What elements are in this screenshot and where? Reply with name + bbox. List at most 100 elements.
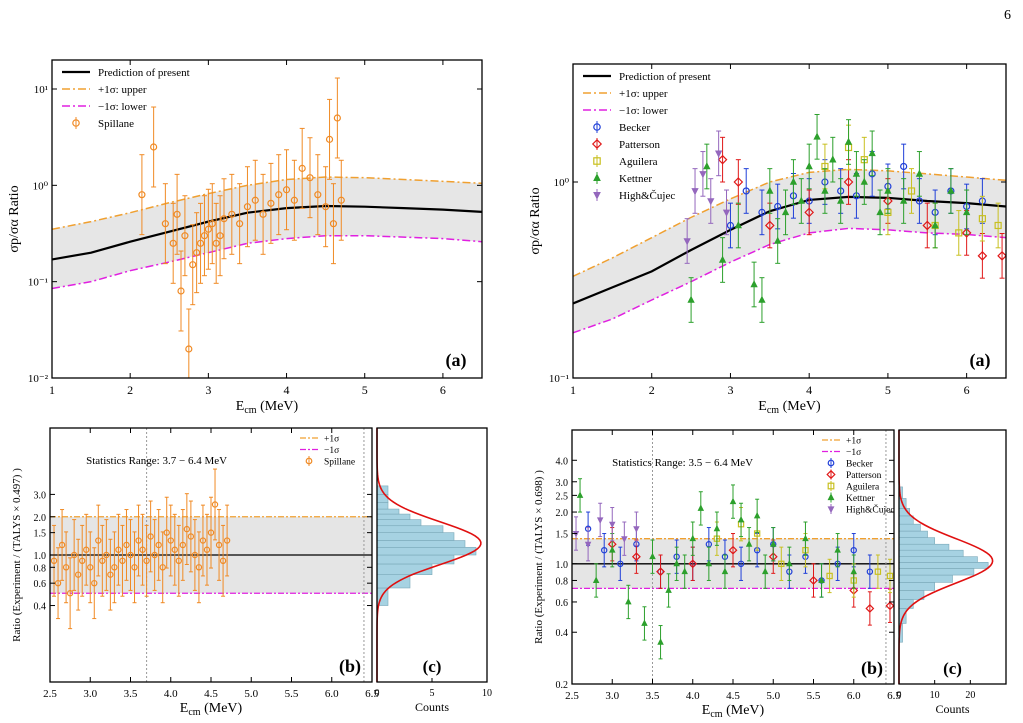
x-tick-label: 6.5 [365, 688, 379, 700]
panel-label: (c) [423, 657, 442, 676]
data-point [236, 220, 244, 228]
data-point [177, 287, 185, 295]
data-point [83, 546, 90, 553]
data-point [159, 564, 166, 571]
data-point [707, 198, 715, 206]
x-tick-label: 5.0 [244, 688, 258, 700]
data-point [208, 220, 216, 228]
data-point [58, 541, 66, 549]
y-tick-label: 4.0 [556, 456, 569, 467]
data-point [656, 567, 665, 577]
data-point [306, 174, 314, 182]
x-tick-label: 5 [362, 383, 368, 397]
data-point [745, 540, 753, 547]
plot-area [50, 428, 372, 682]
x-tick-label: 2.5 [565, 690, 579, 702]
x-tick-label: 3.5 [646, 690, 660, 702]
stats-range-annotation: Statistics Range: 3.7 − 6.4 MeV [86, 455, 227, 467]
legend-label: −1σ: lower [98, 101, 147, 113]
legend-label: Patterson [619, 139, 660, 151]
data-point [50, 557, 58, 565]
data-point [107, 571, 114, 578]
legend-label: Prediction of present [619, 71, 711, 83]
data-point [259, 210, 267, 218]
y-tick-label: 0.4 [34, 602, 47, 613]
data-point [809, 576, 818, 585]
histogram-bar [898, 574, 953, 583]
data-point [753, 511, 761, 519]
histogram-bar [376, 513, 411, 520]
y-tick-label: 1.0 [34, 551, 47, 562]
data-point [322, 203, 330, 211]
legend-label: Kettner [619, 173, 652, 185]
data-point [66, 590, 74, 597]
data-point [900, 196, 908, 204]
data-point [211, 501, 219, 508]
data-point [721, 567, 729, 575]
data-point [915, 197, 924, 205]
data-point [138, 191, 146, 199]
legend-marker [593, 157, 601, 165]
legend-marker [827, 493, 835, 501]
data-point [915, 169, 924, 177]
x-tick-label: 6 [964, 383, 970, 397]
x-axis-label: Ecm (MeV) [758, 399, 821, 416]
x-tick-label: 3.5 [124, 688, 138, 700]
data-point [900, 162, 908, 171]
data-point [609, 546, 616, 553]
x-axis-label: Counts [415, 700, 449, 714]
series-spillane [138, 77, 345, 378]
x-tick-label: 3.0 [83, 688, 97, 700]
x-tick-label: 5 [430, 688, 435, 699]
plot-area [573, 114, 1006, 334]
data-point [718, 255, 727, 263]
data-point [223, 537, 231, 544]
histogram-bar [376, 508, 400, 515]
legend-label: Spillane [98, 118, 134, 130]
x-tick-label: 10 [930, 690, 940, 701]
panel-label: (a) [446, 350, 467, 371]
data-point [774, 236, 782, 244]
legend-marker [827, 482, 835, 490]
data-point [62, 564, 70, 571]
legend: +1σ−1σ Spillane [300, 435, 355, 468]
x-tick-label: 5.5 [285, 688, 299, 700]
data-point [115, 546, 122, 553]
data-point [955, 229, 963, 237]
data-point [665, 586, 672, 593]
legend-label: +1σ: upper [98, 84, 147, 96]
data-point [215, 541, 223, 549]
data-point [87, 564, 94, 571]
data-point [183, 525, 191, 533]
x-tick-label: 2.5 [43, 688, 57, 700]
data-point [203, 546, 211, 553]
legend-label: High&Čujec [846, 504, 895, 516]
x-tick-label: 0 [375, 688, 380, 699]
data-point [329, 220, 338, 228]
histogram-bar [376, 546, 477, 556]
series-high-ujec [572, 502, 640, 562]
data-point [207, 529, 215, 536]
legend-label: High&Čujec [619, 190, 675, 202]
legend-marker [593, 173, 601, 181]
data-point [852, 169, 861, 177]
data-point [243, 203, 252, 211]
data-point [54, 579, 62, 587]
data-point [699, 171, 707, 179]
data-point [195, 564, 203, 571]
series-high-ujec [683, 130, 731, 264]
plot-area [52, 77, 482, 378]
y-tick-label: 1.5 [556, 530, 569, 541]
prediction-line [52, 204, 482, 261]
histogram-bar [898, 568, 975, 576]
data-point [189, 261, 197, 269]
data-point [204, 225, 212, 233]
data-point [633, 526, 640, 533]
x-tick-label: 5.5 [807, 690, 821, 702]
data-point [155, 541, 162, 549]
data-point [171, 546, 178, 553]
histogram-bar [376, 532, 455, 541]
y-tick-label: 10⁰ [33, 180, 49, 192]
data-point [804, 207, 815, 218]
data-point [143, 557, 150, 565]
